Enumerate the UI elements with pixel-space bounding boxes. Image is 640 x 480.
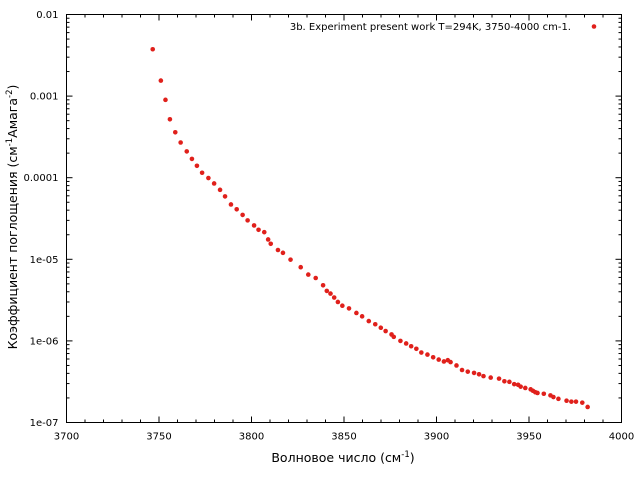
- data-point: [496, 376, 502, 381]
- data-point: [523, 385, 528, 391]
- data-point: [217, 187, 223, 193]
- data-point: [454, 363, 459, 368]
- data-point: [579, 400, 585, 405]
- data-point: [265, 237, 271, 242]
- data-point: [256, 227, 261, 233]
- data-point: [507, 379, 512, 385]
- data-point: [378, 325, 384, 331]
- data-point: [158, 78, 164, 83]
- data-point: [502, 378, 507, 384]
- data-point: [172, 130, 178, 135]
- data-point: [372, 321, 378, 327]
- data-point: [436, 357, 442, 362]
- x-axis: 3700 3750 3800 3850 3900 3950 4000: [54, 14, 634, 443]
- x-tick-label: 3950: [516, 432, 541, 443]
- data-point: [251, 223, 257, 228]
- data-point: [459, 367, 465, 373]
- data-point: [541, 391, 547, 397]
- data-point: [328, 291, 333, 296]
- data-point: [245, 218, 250, 223]
- data-point: [488, 375, 494, 380]
- data-point: [556, 396, 561, 402]
- x-tick-label: 3850: [331, 432, 356, 443]
- data-point: [163, 97, 168, 103]
- x-tick-label: 3900: [424, 432, 449, 443]
- data-point: [441, 359, 447, 364]
- data-point: [331, 295, 337, 300]
- data-point: [383, 328, 388, 334]
- data-point: [305, 272, 311, 277]
- data-point: [178, 140, 183, 145]
- data-point: [206, 175, 211, 181]
- data-point: [313, 275, 318, 281]
- data-point: [228, 202, 234, 207]
- data-point: [184, 149, 190, 154]
- data-point: [354, 310, 359, 316]
- data-point: [585, 404, 590, 410]
- y-tick-label: 0.01: [36, 10, 58, 21]
- data-point: [359, 314, 365, 319]
- data-point: [167, 116, 173, 122]
- data-point: [189, 156, 195, 162]
- data-point: [288, 257, 293, 262]
- data-point: [320, 283, 326, 288]
- data-point: [240, 212, 245, 218]
- y-tick-label: 1e-05: [30, 255, 59, 266]
- data-point: [324, 288, 330, 294]
- legend: 3b. Experiment present work T=294K, 3750…: [290, 22, 597, 33]
- data-point: [234, 206, 239, 212]
- y-tick-label: 1e-07: [30, 418, 59, 429]
- x-tick-label: 3700: [54, 432, 79, 443]
- data-point: [535, 390, 540, 396]
- data-point: [430, 354, 436, 360]
- data-point: [398, 338, 403, 344]
- data-point: [275, 247, 281, 253]
- plot-frame: [66, 14, 622, 423]
- data-point: [346, 306, 352, 311]
- data-point: [403, 341, 409, 346]
- data-point: [518, 384, 523, 389]
- data-point: [268, 241, 274, 247]
- x-axis-title: Волновое число (см-1): [271, 450, 414, 465]
- y-axis-title: Коэффициент поглощения (см-1Амага-2): [5, 85, 20, 350]
- data-point: [564, 398, 569, 403]
- data-point: [408, 343, 414, 349]
- data-point: [471, 370, 477, 376]
- data-point: [298, 264, 304, 270]
- data-point: [194, 163, 200, 169]
- data-point: [340, 303, 345, 309]
- y-tick-label: 0.0001: [24, 173, 59, 184]
- data-point: [335, 299, 341, 305]
- legend-marker: [591, 24, 597, 29]
- data-point: [150, 46, 156, 52]
- y-tick-label: 1e-06: [30, 336, 59, 347]
- data-point: [366, 318, 372, 324]
- data-point: [573, 399, 579, 404]
- data-point: [391, 334, 397, 340]
- data-point: [222, 194, 228, 199]
- data-point: [261, 229, 267, 235]
- data-point: [211, 181, 217, 186]
- data-point: [476, 371, 482, 377]
- x-tick-label: 4000: [609, 432, 634, 443]
- data-points: [150, 46, 590, 410]
- data-point: [280, 250, 286, 256]
- data-point: [511, 381, 517, 387]
- data-point: [481, 373, 486, 379]
- data-point: [551, 394, 556, 400]
- y-tick-label: 0.001: [30, 92, 59, 103]
- data-point: [414, 346, 419, 352]
- data-point: [465, 369, 471, 374]
- legend-label: 3b. Experiment present work T=294K, 3750…: [290, 22, 571, 33]
- x-tick-label: 3800: [239, 432, 264, 443]
- x-tick-label: 3750: [146, 432, 171, 443]
- data-point: [569, 399, 574, 404]
- data-point: [448, 359, 453, 365]
- data-point: [425, 352, 430, 357]
- y-axis: 1e-07 1e-06 1e-05 0.0001 0.001 0.01: [24, 10, 622, 429]
- data-point: [199, 170, 205, 176]
- data-point: [419, 350, 424, 355]
